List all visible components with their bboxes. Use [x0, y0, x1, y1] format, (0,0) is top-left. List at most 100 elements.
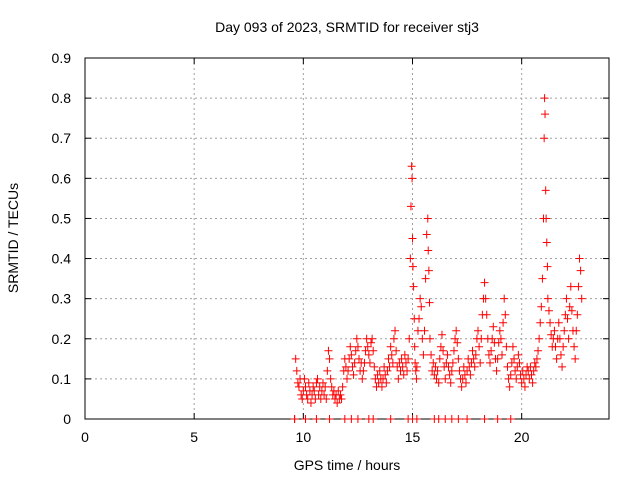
data-point — [361, 346, 370, 355]
data-point — [572, 326, 581, 335]
data-point — [457, 382, 466, 391]
x-axis-label: GPS time / hours — [294, 457, 401, 473]
data-point — [505, 382, 514, 391]
data-point — [454, 415, 463, 423]
data-point — [441, 374, 450, 383]
data-point — [535, 334, 544, 343]
data-point — [425, 334, 434, 343]
data-point — [560, 326, 569, 335]
data-point — [445, 370, 454, 379]
data-point — [546, 318, 555, 327]
x-tick-label: 15 — [405, 429, 421, 445]
data-point — [564, 334, 573, 343]
data-point — [422, 230, 431, 239]
data-point — [381, 370, 390, 379]
data-point — [310, 386, 319, 395]
data-point — [383, 366, 392, 375]
data-point — [561, 310, 570, 319]
data-point — [411, 358, 420, 367]
data-point — [498, 350, 507, 359]
data-point — [484, 350, 493, 359]
data-point — [427, 350, 436, 359]
data-point — [487, 346, 496, 355]
data-point — [492, 366, 501, 375]
data-point — [554, 318, 563, 327]
data-point — [374, 378, 383, 387]
y-tick-label: 0.6 — [52, 170, 72, 186]
data-point — [323, 366, 332, 375]
x-tick-label: 20 — [514, 429, 530, 445]
data-point — [415, 314, 424, 323]
data-point — [504, 374, 513, 383]
data-point — [364, 350, 373, 359]
data-point — [301, 415, 310, 423]
data-point — [355, 354, 364, 363]
data-point — [410, 342, 419, 351]
data-point — [291, 354, 300, 363]
data-point — [512, 374, 521, 383]
data-point — [433, 366, 442, 375]
data-point — [421, 274, 430, 283]
data-point — [375, 366, 384, 375]
data-point — [379, 374, 388, 383]
data-point — [338, 382, 347, 391]
x-tick-label: 0 — [81, 429, 89, 445]
data-point — [434, 378, 443, 387]
data-point — [420, 326, 429, 335]
data-point — [467, 358, 476, 367]
chart-title: Day 093 of 2023, SRMTID for receiver stj… — [215, 19, 479, 35]
data-point — [306, 398, 315, 407]
data-point — [506, 415, 515, 423]
data-point — [382, 378, 391, 387]
data-point — [443, 350, 452, 359]
data-point — [404, 354, 413, 363]
data-point — [429, 358, 438, 367]
data-point — [567, 306, 576, 315]
data-point — [325, 354, 334, 363]
data-point — [444, 362, 453, 371]
data-point — [559, 342, 568, 351]
data-point — [541, 186, 550, 195]
data-point — [391, 326, 400, 335]
data-point — [345, 354, 354, 363]
data-point — [514, 350, 523, 359]
data-point — [392, 346, 401, 355]
data-point — [386, 342, 395, 351]
data-point — [344, 366, 353, 375]
data-point — [461, 378, 470, 387]
data-point — [448, 358, 457, 367]
y-tick-label: 0.8 — [52, 90, 72, 106]
x-tick-label: 10 — [296, 429, 312, 445]
data-point — [424, 246, 433, 255]
data-point — [510, 354, 519, 363]
data-point — [475, 342, 484, 351]
data-point — [451, 334, 460, 343]
data-point — [318, 378, 327, 387]
data-point — [409, 282, 418, 291]
data-point — [547, 330, 556, 339]
data-point — [423, 214, 432, 223]
data-point — [493, 354, 502, 363]
data-point — [313, 374, 322, 383]
data-point — [411, 366, 420, 375]
data-point — [312, 415, 321, 423]
data-point — [508, 342, 517, 351]
data-point — [333, 398, 342, 407]
data-point — [527, 370, 536, 379]
data-point — [493, 415, 502, 423]
data-point — [370, 362, 379, 371]
data-point — [432, 374, 441, 383]
data-point — [494, 338, 503, 347]
data-point — [500, 294, 509, 303]
data-point — [566, 282, 575, 291]
data-point — [528, 378, 537, 387]
data-point — [482, 310, 491, 319]
y-tick-label: 0.5 — [52, 210, 72, 226]
data-point — [419, 350, 428, 359]
data-point — [453, 338, 462, 347]
y-axis-label: SRMTID / TECUs — [5, 183, 21, 293]
data-point — [293, 378, 302, 387]
data-point — [412, 374, 421, 383]
data-point — [373, 370, 382, 379]
